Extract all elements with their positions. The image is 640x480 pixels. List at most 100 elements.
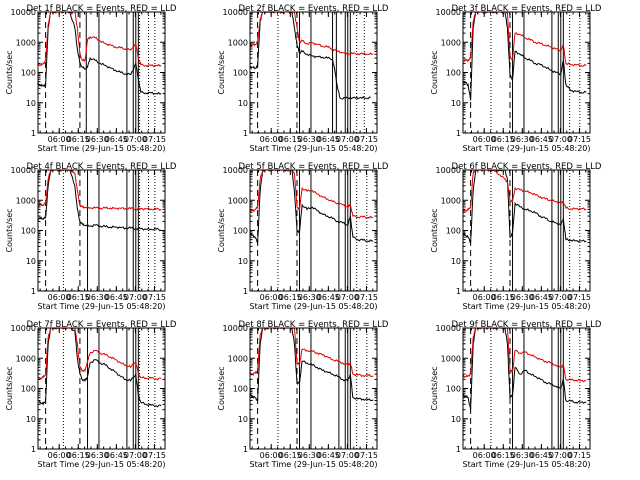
y-axis-label: Counts/sec xyxy=(430,208,439,252)
x-tick-label: 06:45 xyxy=(530,293,553,302)
x-tick-label: 06:00 xyxy=(260,135,283,144)
time-markers xyxy=(257,328,368,449)
x-tick-label: 07:15 xyxy=(355,451,378,460)
x-tick-label: 07:15 xyxy=(143,451,166,460)
y-axis-label: Counts/sec xyxy=(430,50,439,94)
y-tick-label: 10 xyxy=(451,415,461,424)
y-tick-label: 1 xyxy=(243,287,248,296)
y-tick-label: 100 xyxy=(21,69,36,78)
x-tick-label: 07:00 xyxy=(336,135,359,144)
time-markers xyxy=(45,328,156,449)
y-tick-label: 100 xyxy=(233,385,248,394)
x-tick-label: 06:45 xyxy=(530,451,553,460)
series-line-lld xyxy=(38,170,162,211)
time-markers xyxy=(470,170,581,291)
x-axis-label: Start Time (29-Jun-15 05:48:20) xyxy=(463,302,591,311)
x-tick-label: 07:15 xyxy=(568,135,591,144)
series-line-lld xyxy=(38,328,162,381)
y-tick-label: 10000 xyxy=(11,166,36,175)
plot-frame xyxy=(462,169,591,292)
y-tick-label: 100 xyxy=(446,227,461,236)
x-tick-label: 06:00 xyxy=(48,451,71,460)
plot-frame xyxy=(462,11,591,134)
x-axis-label: Start Time (29-Jun-15 05:48:20) xyxy=(463,460,591,469)
y-tick-label: 1000 xyxy=(16,38,36,47)
x-tick-label: 07:15 xyxy=(568,293,591,302)
y-tick-label: 100 xyxy=(446,385,461,394)
y-tick-label: 1000 xyxy=(16,354,36,363)
chart-panel-4: 1 10 100 1000 10000 06:0006:1506:3006:4507:00… xyxy=(5,162,177,311)
x-tick-label: 06:15 xyxy=(492,135,515,144)
y-tick-label: 1 xyxy=(456,445,461,454)
y-tick-label: 10 xyxy=(26,99,36,108)
time-markers xyxy=(257,12,365,133)
x-tick-label: 06:00 xyxy=(260,451,283,460)
chart-title: Det 9f BLACK = Events, RED = LLD xyxy=(452,320,602,330)
chart-title: Det 5f BLACK = Events, RED = LLD xyxy=(239,162,389,172)
x-tick-label: 06:30 xyxy=(298,135,321,144)
chart-title: Det 8f BLACK = Events, RED = LLD xyxy=(239,320,389,330)
x-axis-label: Start Time (29-Jun-15 05:48:20) xyxy=(38,144,166,153)
y-tick-label: 100 xyxy=(233,227,248,236)
chart-title: Det 4f BLACK = Events, RED = LLD xyxy=(27,162,177,172)
series-line-events xyxy=(250,170,374,244)
y-axis-label: Counts/sec xyxy=(217,366,226,410)
x-tick-label: 06:45 xyxy=(105,451,128,460)
plot-frame xyxy=(37,11,166,134)
time-markers xyxy=(470,328,581,449)
y-tick-label: 1 xyxy=(243,445,248,454)
plot-frame xyxy=(249,327,378,450)
x-tick-label: 07:15 xyxy=(568,451,591,460)
y-tick-label: 100 xyxy=(21,385,36,394)
x-tick-label: 06:00 xyxy=(48,293,71,302)
time-markers xyxy=(257,170,368,291)
x-tick-label: 06:45 xyxy=(105,135,128,144)
plot-frame xyxy=(249,169,378,292)
series-line-events xyxy=(463,170,587,244)
series-line-events xyxy=(463,328,587,410)
plot-frame xyxy=(37,327,166,450)
chart-title: Det 6f BLACK = Events, RED = LLD xyxy=(452,162,602,172)
y-axis-label: Counts/sec xyxy=(430,366,439,410)
x-tick-label: 06:15 xyxy=(492,293,515,302)
chart-panel-9: 1 10 100 1000 10000 06:0006:1506:3006:4507:00… xyxy=(430,320,602,469)
y-tick-label: 10000 xyxy=(223,8,248,17)
chart-panel-8: 1 10 100 1000 10000 06:0006:1506:3006:4507:00… xyxy=(217,320,389,469)
y-tick-label: 10000 xyxy=(11,8,36,17)
y-tick-label: 1 xyxy=(243,129,248,138)
x-tick-label: 07:00 xyxy=(549,135,572,144)
x-tick-label: 06:45 xyxy=(317,293,340,302)
y-tick-label: 10 xyxy=(451,257,461,266)
series-line-lld xyxy=(250,12,374,56)
x-tick-label: 06:15 xyxy=(67,451,90,460)
x-tick-label: 07:00 xyxy=(549,293,572,302)
y-axis-label: Counts/sec xyxy=(5,366,14,410)
x-tick-label: 06:15 xyxy=(492,451,515,460)
x-tick-label: 07:00 xyxy=(124,451,147,460)
chart-panel-1: 1 10 100 1000 10000 06:0006:1506:3006:4507:00… xyxy=(5,4,177,153)
y-tick-label: 10000 xyxy=(436,8,461,17)
x-tick-label: 06:00 xyxy=(473,451,496,460)
y-axis-label: Counts/sec xyxy=(5,50,14,94)
y-tick-label: 1000 xyxy=(16,196,36,205)
series-line-events xyxy=(463,12,587,101)
y-tick-label: 10000 xyxy=(436,166,461,175)
x-tick-label: 06:30 xyxy=(511,135,534,144)
time-markers xyxy=(45,170,156,291)
series-line-lld xyxy=(463,328,587,383)
y-tick-label: 1 xyxy=(456,129,461,138)
chart-title: Det 3f BLACK = Events, RED = LLD xyxy=(452,4,602,14)
x-tick-label: 07:15 xyxy=(355,135,378,144)
x-tick-label: 06:30 xyxy=(511,451,534,460)
y-tick-label: 100 xyxy=(21,227,36,236)
y-tick-label: 1 xyxy=(31,287,36,296)
chart-title: Det 1f BLACK = Events, RED = LLD xyxy=(27,4,177,14)
y-tick-label: 1000 xyxy=(441,38,461,47)
y-tick-label: 10 xyxy=(26,257,36,266)
x-tick-label: 06:30 xyxy=(298,451,321,460)
x-tick-label: 07:00 xyxy=(124,135,147,144)
series-line-lld xyxy=(250,170,374,219)
y-tick-label: 10000 xyxy=(11,324,36,333)
